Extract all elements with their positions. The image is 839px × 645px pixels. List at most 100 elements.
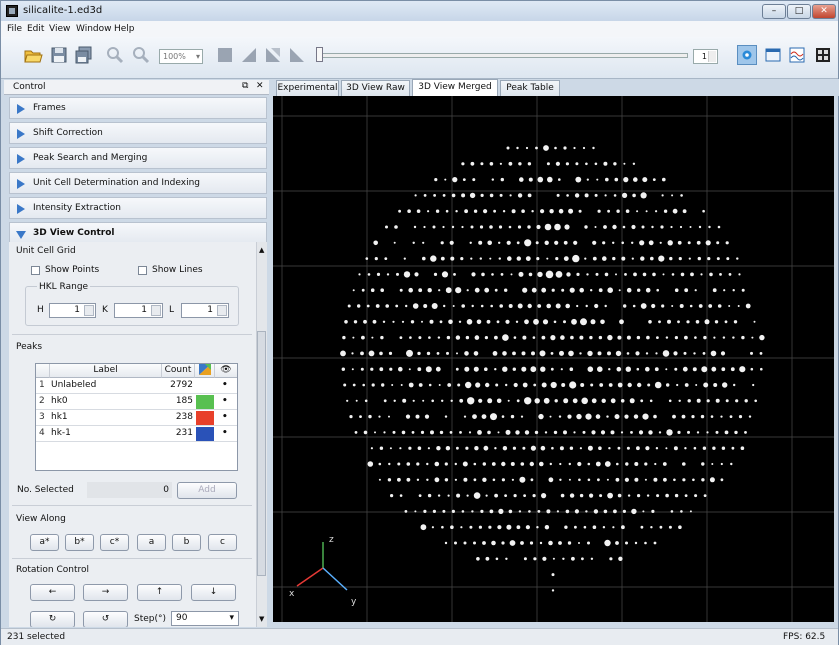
menu-file[interactable]: File [7,24,23,34]
lattice-spot [740,446,745,451]
peaks-table[interactable]: Label Count 👁 1 Unlabeled 2792 • 2 hk0 185 • 3 hk… [35,363,238,471]
table-row[interactable]: 2 hk0 185 • [36,394,237,410]
eye-icon: 👁 [220,365,232,375]
label-column-header[interactable]: Label [50,364,162,378]
save-icon[interactable] [49,45,69,65]
visibility-dot[interactable]: • [222,380,228,390]
section-frames[interactable]: Frames [9,97,267,119]
peak-label[interactable]: hk1 [51,412,68,422]
spin-arrows-icon[interactable] [84,305,94,316]
lattice-spot [481,272,485,277]
color-column-header[interactable] [195,364,215,378]
spin-arrows-icon[interactable] [151,305,161,316]
lattice-spot [705,240,711,246]
rotate-right-button[interactable]: → [83,584,128,601]
rotate-down-button[interactable]: ↓ [191,584,236,601]
scroll-up-icon[interactable]: ▲ [259,246,265,254]
tab-3d-view-raw[interactable]: 3D View Raw [341,80,410,96]
add-button[interactable]: Add [177,482,237,499]
k-spinbox[interactable]: 1 [114,303,163,318]
lattice-spot [708,304,713,308]
tab-peak-table[interactable]: Peak Table [500,80,560,96]
frame-spinbox[interactable]: 1 [693,49,718,64]
float-dock-icon[interactable]: ⧉ [242,81,249,91]
tab-3d-view-merged[interactable]: 3D View Merged [412,79,498,96]
open-folder-icon[interactable] [23,45,43,65]
3d-reciprocal-lattice-view[interactable]: z x y [273,96,834,622]
control-scrollbar-thumb[interactable] [257,331,266,576]
visibility-dot[interactable]: • [222,428,228,438]
peak-color-swatch[interactable] [196,411,214,425]
lattice-spot [714,320,719,324]
save-all-icon[interactable] [74,45,94,65]
table-row[interactable]: 3 hk1 238 • [36,410,237,426]
last-frame-icon[interactable] [287,45,307,65]
view-along-c-star-button[interactable]: c* [100,534,129,551]
lattice-spot [625,541,628,545]
zoom-in-icon[interactable] [105,45,125,65]
peak-label[interactable]: hk0 [51,396,68,406]
table-row[interactable]: 1 Unlabeled 2792 • [36,378,237,394]
section-peak-search[interactable]: Peak Search and Merging [9,147,267,169]
zoom-out-icon[interactable] [131,45,151,65]
view-along-b-star-button[interactable]: b* [65,534,94,551]
maximize-button[interactable]: □ [787,4,811,19]
tab-experimental[interactable]: Experimental [276,80,339,96]
lattice-spot [512,446,516,450]
show-lines-checkbox[interactable] [138,266,147,275]
wave-chart-icon[interactable] [787,45,807,65]
panel-view-icon[interactable] [763,45,783,65]
spin-arrows-icon[interactable] [217,305,227,316]
first-frame-icon[interactable] [215,45,235,65]
close-dock-icon[interactable]: ✕ [256,81,264,91]
visibility-column-header[interactable]: 👁 [215,364,237,378]
h-spinbox[interactable]: 1 [49,303,96,318]
peak-color-swatch[interactable] [196,395,214,409]
3d-viewport[interactable]: z x y [273,96,834,622]
zoom-combo[interactable]: 100% ▾ [159,49,203,64]
frame-slider[interactable] [318,53,688,58]
section-intensity-extraction[interactable]: Intensity Extraction [9,197,267,219]
menu-edit[interactable]: Edit [27,24,45,34]
rotate-left-button[interactable]: ← [30,584,75,601]
count-column-header[interactable]: Count [162,364,195,378]
lattice-spot [560,493,565,498]
prev-frame-icon[interactable] [239,45,259,65]
peak-label[interactable]: hk-1 [51,428,71,438]
view-along-a-star-button[interactable]: a* [30,534,59,551]
visibility-dot[interactable]: • [222,396,228,406]
close-button[interactable]: ✕ [812,4,836,19]
settings-gear-icon[interactable] [737,45,757,65]
peak-color-swatch[interactable] [196,379,214,393]
lattice-spot [431,303,438,309]
view-along-b-button[interactable]: b [172,534,201,551]
view-along-c-button[interactable]: c [208,534,237,551]
section-3d-view-control[interactable]: 3D View Control [9,222,267,244]
next-frame-icon[interactable] [263,45,283,65]
lattice-spot [462,461,468,467]
view-along-a-button[interactable]: a [137,534,166,551]
lattice-spot [483,209,488,214]
l-spinbox[interactable]: 1 [181,303,229,318]
scroll-down-icon[interactable]: ▼ [259,615,265,623]
menu-help[interactable]: Help [114,24,135,34]
peak-color-swatch[interactable] [196,427,214,441]
lattice-spot [613,509,617,514]
peak-label[interactable]: Unlabeled [51,380,97,390]
visibility-dot[interactable]: • [222,412,228,422]
show-points-checkbox[interactable] [31,266,40,275]
section-shift-correction[interactable]: Shift Correction [9,122,267,144]
step-combo[interactable]: 90 ▾ [171,611,239,626]
table-row[interactable]: 4 hk-1 231 • [36,426,237,442]
lattice-spot [376,272,381,276]
rotate-cw-button[interactable]: ↺ [83,611,128,627]
section-unit-cell[interactable]: Unit Cell Determination and Indexing [9,172,267,194]
menu-view[interactable]: View [49,24,71,34]
rotate-ccw-button[interactable]: ↻ [30,611,75,627]
frame-slider-thumb[interactable] [316,47,323,62]
minimize-button[interactable]: – [762,4,786,19]
rotate-up-button[interactable]: ↑ [137,584,182,601]
hkl-grid-icon[interactable] [813,45,833,65]
menu-window[interactable]: Window [76,24,112,34]
lattice-spot [427,493,432,498]
